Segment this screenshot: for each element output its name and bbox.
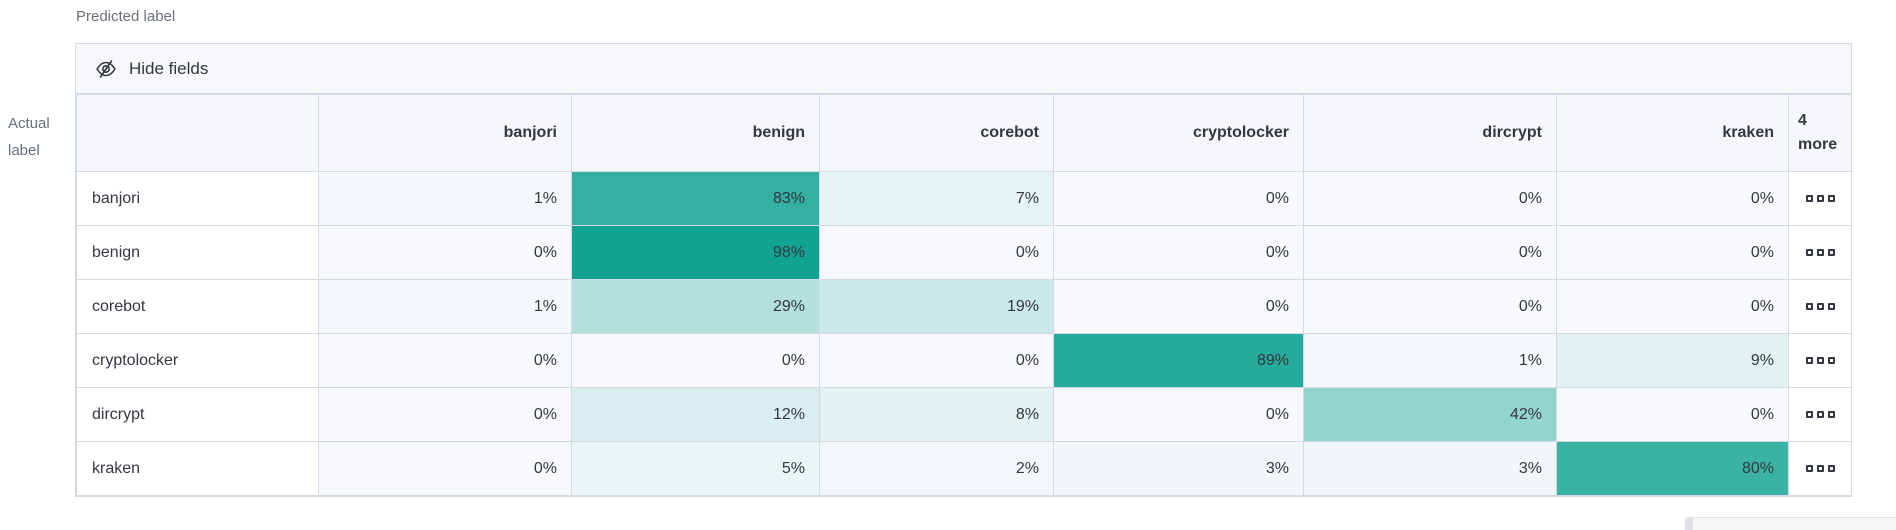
table-row-kraken: kraken 0% 5% 2% 3% 3% 80%: [76, 441, 1852, 496]
table-row-dircrypt: dircrypt 0% 12% 8% 0% 42% 0%: [76, 387, 1852, 442]
actual-axis-label: Actual label: [8, 110, 68, 164]
matrix-cell[interactable]: 1%: [1303, 333, 1557, 388]
column-header-cryptolocker[interactable]: cryptolocker: [1053, 94, 1304, 172]
matrix-cell[interactable]: 3%: [1053, 441, 1304, 496]
matrix-cell[interactable]: 7%: [819, 171, 1054, 226]
matrix-cell[interactable]: 0%: [1053, 171, 1304, 226]
matrix-cell[interactable]: 0%: [819, 225, 1054, 280]
matrix-cell[interactable]: 19%: [819, 279, 1054, 334]
row-label: dircrypt: [76, 387, 319, 442]
column-header-dircrypt[interactable]: dircrypt: [1303, 94, 1557, 172]
matrix-cell[interactable]: 0%: [318, 387, 572, 442]
header-row: banjori benign corebot cryptolocker dircrypt…: [76, 94, 1852, 172]
row-label: cryptolocker: [76, 333, 319, 388]
boxes-icon: [1805, 356, 1835, 364]
matrix-cell[interactable]: 0%: [1053, 225, 1304, 280]
actual-axis-label-line1: Actual: [8, 115, 50, 132]
hide-fields-label: Hide fields: [129, 58, 209, 78]
matrix-cell[interactable]: 89%: [1053, 333, 1304, 388]
matrix-cell[interactable]: 0%: [318, 225, 572, 280]
boxes-icon: [1805, 410, 1835, 418]
confusion-matrix-panel: Hide fields banjori benign corebot cryptolo…: [75, 43, 1852, 497]
matrix-cell[interactable]: 0%: [1556, 225, 1789, 280]
predicted-axis-label: Predicted label: [76, 8, 176, 25]
column-header-corebot[interactable]: corebot: [819, 94, 1054, 172]
actual-axis-label-line2: label: [8, 142, 40, 159]
eye-closed-icon: [96, 59, 116, 79]
boxes-icon: [1805, 464, 1835, 472]
row-label: kraken: [76, 441, 319, 496]
grid-toolbar: Hide fields: [76, 44, 1851, 94]
hide-fields-button[interactable]: Hide fields: [96, 59, 208, 79]
row-actions-cell[interactable]: [1788, 333, 1852, 388]
row-actions-cell[interactable]: [1788, 171, 1852, 226]
matrix-cell[interactable]: 0%: [1053, 279, 1304, 334]
row-label: banjori: [76, 171, 319, 226]
matrix-cell[interactable]: 1%: [318, 171, 572, 226]
matrix-cell[interactable]: 0%: [318, 333, 572, 388]
row-label: benign: [76, 225, 319, 280]
table-row-corebot: corebot 1% 29% 19% 0% 0% 0%: [76, 279, 1852, 334]
matrix-cell[interactable]: 80%: [1556, 441, 1789, 496]
matrix-cell[interactable]: 98%: [571, 225, 820, 280]
matrix-cell[interactable]: 2%: [819, 441, 1054, 496]
column-header-banjori[interactable]: banjori: [318, 94, 572, 172]
matrix-cell[interactable]: 8%: [819, 387, 1054, 442]
matrix-cell[interactable]: 0%: [318, 441, 572, 496]
matrix-cell[interactable]: 0%: [1053, 387, 1304, 442]
confusion-matrix-table: banjori benign corebot cryptolocker dircrypt…: [76, 94, 1852, 496]
column-header-benign[interactable]: benign: [571, 94, 820, 172]
column-header-more[interactable]: 4 more: [1788, 94, 1852, 172]
boxes-icon: [1805, 194, 1835, 202]
column-header-kraken[interactable]: kraken: [1556, 94, 1789, 172]
matrix-cell[interactable]: 0%: [1303, 225, 1557, 280]
matrix-cell[interactable]: 83%: [571, 171, 820, 226]
matrix-cell[interactable]: 9%: [1556, 333, 1789, 388]
boxes-icon: [1805, 248, 1835, 256]
matrix-cell[interactable]: 1%: [318, 279, 572, 334]
row-actions-cell[interactable]: [1788, 279, 1852, 334]
matrix-cell[interactable]: 0%: [1303, 279, 1557, 334]
matrix-cell[interactable]: 29%: [571, 279, 820, 334]
matrix-cell[interactable]: 0%: [819, 333, 1054, 388]
corner-header-cell: [76, 94, 319, 172]
table-row-banjori: banjori 1% 83% 7% 0% 0% 0%: [76, 171, 1852, 226]
table-row-cryptolocker: cryptolocker 0% 0% 0% 89% 1% 9%: [76, 333, 1852, 388]
row-actions-cell[interactable]: [1788, 387, 1852, 442]
matrix-cell[interactable]: 0%: [1556, 279, 1789, 334]
matrix-cell[interactable]: 5%: [571, 441, 820, 496]
table-row-benign: benign 0% 98% 0% 0% 0% 0%: [76, 225, 1852, 280]
row-actions-cell[interactable]: [1788, 225, 1852, 280]
row-label: corebot: [76, 279, 319, 334]
matrix-cell[interactable]: 0%: [1556, 387, 1789, 442]
matrix-body: banjori 1% 83% 7% 0% 0% 0% benign 0% 98% 0% 0% 0% 0% c…: [76, 171, 1852, 496]
boxes-icon: [1805, 302, 1835, 310]
matrix-cell[interactable]: 12%: [571, 387, 820, 442]
matrix-cell[interactable]: 0%: [1303, 171, 1557, 226]
matrix-cell[interactable]: 3%: [1303, 441, 1557, 496]
row-actions-cell[interactable]: [1788, 441, 1852, 496]
matrix-cell[interactable]: 0%: [571, 333, 820, 388]
matrix-cell[interactable]: 0%: [1556, 171, 1789, 226]
matrix-cell[interactable]: 42%: [1303, 387, 1557, 442]
